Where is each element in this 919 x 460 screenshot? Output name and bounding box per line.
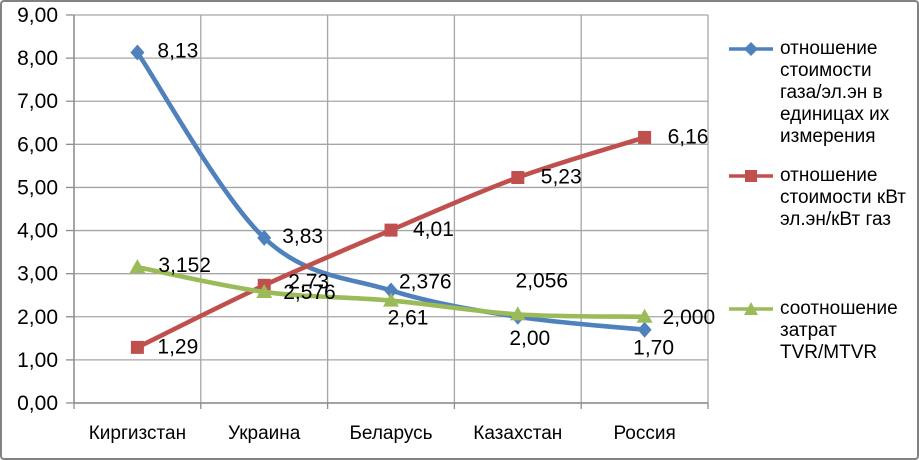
diamond-marker [384, 282, 398, 299]
y-tick-label: 1,00 [17, 349, 58, 372]
data-label: 2,73 [288, 270, 329, 293]
data-label: 2,576 [283, 281, 336, 304]
diamond-marker [130, 44, 145, 61]
x-axis-labels: Киргизстан Украина Беларусь Казахстан Россия [89, 423, 676, 444]
square-marker [384, 223, 398, 237]
legend-entry-kwt-ratio: отношение стоимости кВт эл.эн/кВт газ [728, 165, 906, 231]
y-tick-label: 4,00 [17, 220, 58, 243]
data-label: 8,13 [157, 40, 198, 63]
series-1: 8,13 3,83 2,61 2,00 1,70 [130, 40, 674, 360]
legend-label-line: отношение [780, 38, 878, 59]
series-line [135, 50, 647, 333]
data-label: 2,00 [509, 327, 550, 350]
legend-label-line: соотношение [780, 298, 898, 319]
data-label: 1,70 [633, 337, 674, 360]
y-tick-label: 3,00 [17, 263, 58, 286]
category-label: Россия [613, 423, 675, 444]
series-2: 1,29 2,73 4,01 5,23 6,16 [130, 125, 709, 358]
legend-triangle-icon [729, 302, 773, 315]
y-tick-label: 7,00 [17, 90, 58, 113]
data-label: 2,056 [516, 269, 569, 292]
y-tick-label: 6,00 [17, 133, 58, 156]
data-label: 1,29 [157, 335, 198, 358]
legend-entry-gas-elec-units: отношение стоимости газа/эл.эн в единица… [728, 38, 889, 148]
square-marker [511, 171, 525, 185]
diamond-marker [257, 229, 272, 246]
chart-legend: отношение стоимости газа/эл.эн в единица… [728, 2, 917, 458]
triangle-marker [129, 259, 146, 274]
legend-label-line: газа/эл.эн в [780, 82, 883, 103]
legend-label-line: стоимости [780, 60, 872, 81]
triangle-marker [636, 308, 653, 323]
data-label: 2,376 [399, 271, 452, 294]
legend-label-line: эл.эн/кВт газ [780, 209, 892, 230]
triangle-marker [509, 306, 526, 321]
legend-entry-tvr-mtvr: соотношение затрат TVR/MTVR [728, 298, 898, 364]
square-marker [638, 130, 652, 144]
legend-label-line: измерения [780, 126, 876, 147]
y-tick-label: 8,00 [17, 47, 58, 70]
data-label: 5,23 [541, 166, 582, 189]
data-label: 4,01 [413, 218, 454, 241]
y-tick-label: 0,00 [17, 392, 58, 415]
data-label: 2,000 [663, 306, 716, 329]
legend-label-line: затрат [780, 320, 837, 341]
triangle-marker [256, 283, 273, 298]
series-3: 3,152 2,576 2,376 2,056 2,000 [129, 254, 715, 329]
legend-label: соотношение затрат TVR/MTVR [780, 298, 898, 364]
diamond-marker [637, 321, 652, 338]
square-marker [130, 340, 144, 354]
data-label: 6,16 [668, 125, 709, 148]
legend-label-line: отношение [780, 165, 878, 186]
y-tick-label: 5,00 [17, 176, 58, 199]
triangle-marker [383, 292, 399, 307]
legend-label-line: стоимости кВт [780, 187, 906, 208]
legend-label: отношение стоимости газа/эл.эн в единица… [780, 38, 889, 148]
legend-square-icon [729, 170, 773, 182]
data-label: 3,83 [282, 225, 323, 248]
data-label: 3,152 [158, 254, 211, 277]
legend-label-line: единицах их [780, 104, 890, 125]
legend-diamond-icon [729, 42, 773, 56]
category-label: Киргизстан [89, 423, 186, 444]
gridlines: 0,00 1,00 2,00 3,00 4,00 5,00 6,00 7,00 8,00 9,00 [17, 4, 709, 415]
legend-label-line: TVR/MTVR [780, 342, 878, 363]
data-label: 2,61 [388, 306, 429, 329]
category-label: Украина [228, 423, 301, 444]
y-tick-label: 9,00 [17, 4, 58, 27]
category-label: Казахстан [473, 423, 562, 444]
legend-label: отношение стоимости кВт эл.эн/кВт газ [780, 165, 906, 231]
category-label: Беларусь [349, 423, 432, 444]
y-tick-label: 2,00 [17, 306, 58, 329]
